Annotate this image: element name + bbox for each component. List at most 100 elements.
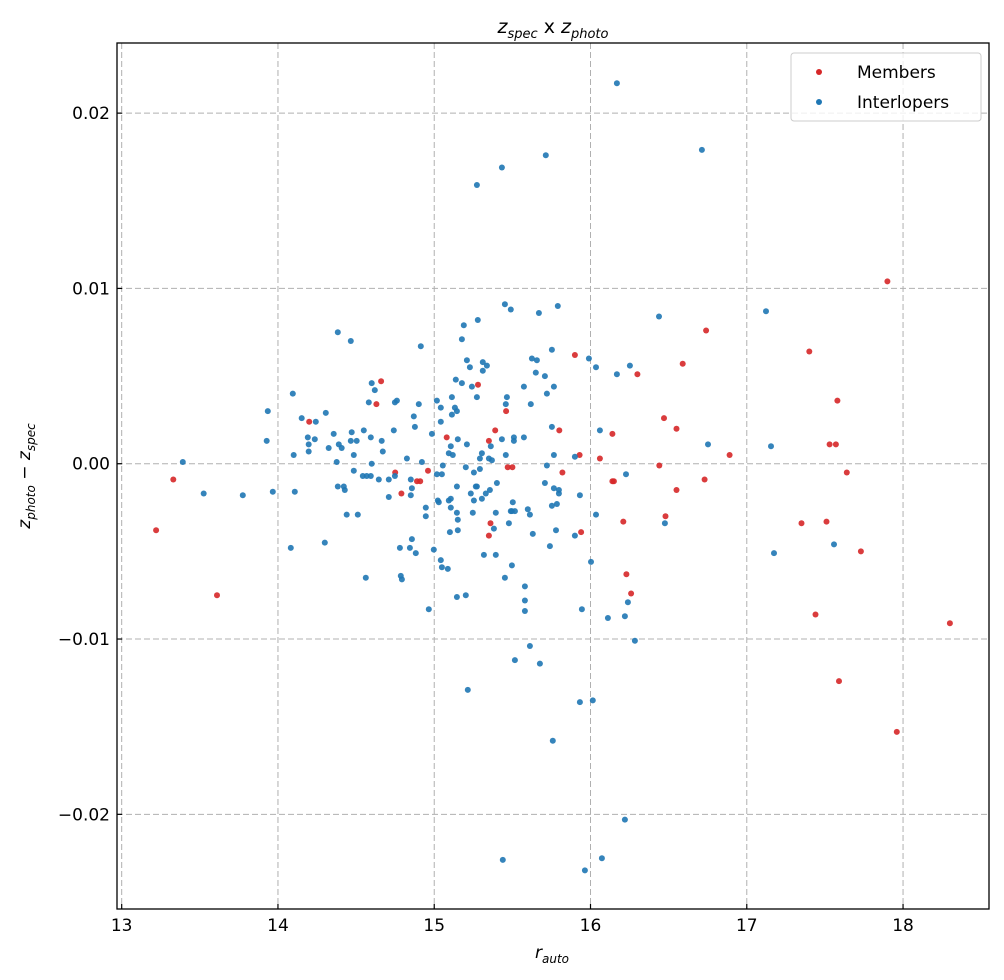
point-interlopers: [548, 346, 555, 353]
point-interlopers: [479, 367, 486, 374]
point-interlopers: [488, 457, 495, 464]
point-interlopers: [661, 520, 668, 527]
point-members: [153, 527, 160, 534]
point-interlopers: [363, 473, 370, 479]
point-interlopers: [656, 313, 662, 320]
point-interlopers: [507, 508, 514, 515]
point-interlopers: [698, 146, 705, 153]
point-interlopers: [341, 487, 348, 493]
point-interlopers: [410, 413, 417, 420]
point-members: [836, 678, 842, 685]
point-interlopers: [487, 443, 494, 450]
legend-label-members: Members: [857, 63, 936, 83]
point-interlopers: [406, 544, 413, 551]
point-interlopers: [571, 532, 578, 539]
point-interlopers: [367, 434, 374, 441]
point-interlopers: [541, 373, 548, 380]
point-interlopers: [425, 606, 432, 613]
point-interlopers: [368, 460, 375, 467]
point-members: [726, 452, 733, 458]
point-interlopers: [467, 490, 474, 497]
point-members: [701, 476, 708, 483]
point-interlopers: [362, 574, 369, 581]
point-interlopers: [430, 546, 437, 553]
point-interlopers: [521, 597, 528, 604]
point-interlopers: [593, 511, 599, 518]
point-members: [398, 490, 405, 497]
point-interlopers: [385, 476, 392, 483]
point-interlopers: [343, 511, 350, 518]
point-interlopers: [289, 390, 296, 397]
point-interlopers: [422, 513, 429, 520]
data-points: [153, 80, 953, 874]
point-interlopers: [553, 527, 559, 534]
point-interlopers: [541, 480, 548, 486]
point-interlopers: [350, 452, 357, 458]
point-interlopers: [422, 504, 429, 511]
point-interlopers: [492, 551, 499, 558]
point-interlopers: [498, 436, 505, 443]
point-interlopers: [415, 401, 422, 408]
point-members: [571, 352, 578, 358]
point-interlopers: [546, 543, 553, 550]
point-interlopers: [705, 441, 711, 448]
x-tick-label: 13: [111, 916, 133, 936]
point-interlopers: [330, 430, 337, 437]
point-interlopers: [771, 550, 777, 557]
point-interlopers: [447, 495, 454, 502]
point-interlopers: [269, 488, 276, 495]
point-interlopers: [596, 427, 603, 434]
point-interlopers: [585, 355, 592, 362]
point-interlopers: [598, 855, 605, 862]
point-interlopers: [482, 490, 489, 497]
point-interlopers: [486, 487, 493, 493]
point-interlopers: [499, 856, 506, 863]
y-tick-label: −0.02: [58, 805, 110, 825]
point-interlopers: [437, 557, 444, 564]
point-interlopers: [578, 606, 585, 613]
point-interlopers: [454, 527, 461, 534]
point-interlopers: [476, 466, 483, 472]
point-interlopers: [338, 445, 345, 451]
point-interlopers: [554, 303, 561, 309]
point-interlopers: [478, 450, 485, 457]
x-tick-label: 14: [267, 916, 289, 936]
point-interlopers: [200, 490, 207, 497]
point-interlopers: [375, 476, 382, 483]
point-interlopers: [460, 322, 467, 329]
point-interlopers: [449, 452, 456, 458]
point-interlopers: [613, 80, 620, 87]
point-interlopers: [305, 441, 312, 448]
point-interlopers: [408, 485, 415, 492]
point-interlopers: [290, 452, 297, 458]
point-interlopers: [473, 394, 480, 401]
point-interlopers: [528, 355, 535, 362]
point-interlopers: [536, 660, 543, 667]
point-interlopers: [542, 152, 549, 159]
point-members: [609, 430, 616, 437]
point-interlopers: [831, 541, 837, 548]
point-members: [559, 469, 566, 476]
point-interlopers: [446, 529, 453, 536]
point-interlopers: [448, 394, 455, 401]
point-interlopers: [378, 437, 385, 444]
point-interlopers: [264, 408, 271, 415]
point-members: [826, 441, 833, 448]
point-interlopers: [311, 436, 318, 443]
point-interlopers: [763, 308, 769, 315]
point-interlopers: [393, 397, 400, 404]
point-interlopers: [550, 485, 557, 492]
point-members: [576, 452, 583, 458]
point-interlopers: [529, 530, 536, 537]
point-members: [832, 441, 839, 448]
point-interlopers: [321, 539, 328, 546]
point-members: [492, 427, 499, 434]
point-interlopers: [263, 437, 270, 444]
point-interlopers: [501, 301, 508, 308]
point-interlopers: [347, 437, 354, 444]
plot-frame: [116, 42, 990, 910]
point-interlopers: [334, 483, 341, 490]
point-interlopers: [621, 613, 628, 620]
point-members: [504, 464, 511, 471]
point-interlopers: [588, 558, 594, 565]
